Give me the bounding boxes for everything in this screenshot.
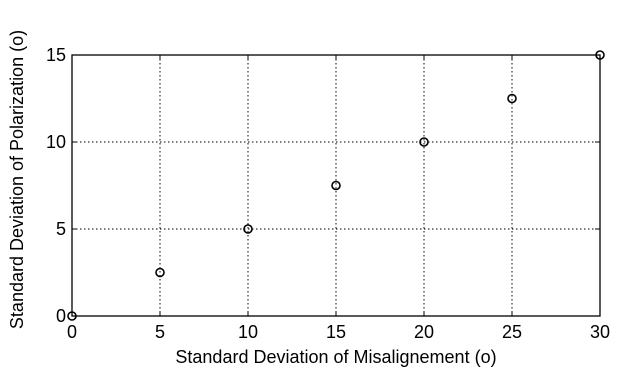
x-tick-label: 30 [590,322,610,342]
y-tick-label: 0 [56,306,66,326]
x-axis-label: Standard Deviation of Misalignement (o) [175,347,496,367]
x-tick-label: 20 [414,322,434,342]
y-tick-label: 15 [46,45,66,65]
data-point [331,180,341,191]
y-tick-label: 5 [56,219,66,239]
data-points [67,50,605,321]
data-point [419,137,429,147]
data-point [507,93,517,104]
data-point [67,311,77,321]
x-tick-label: 25 [502,322,522,342]
x-tick-label: 15 [326,322,346,342]
x-tick-label: 10 [238,322,258,342]
data-point [155,267,165,278]
x-tick-label: 0 [67,322,77,342]
data-point [243,224,253,234]
data-point [595,50,605,60]
plot-area [72,55,600,316]
x-tick-label: 5 [155,322,165,342]
axis-ticks: 0 5 10 15 20 25 30 0 5 10 15 [46,45,610,342]
grid-lines [72,55,600,316]
y-axis-label: Standard Deviation of Polarization (o) [7,30,27,329]
y-tick-label: 10 [46,132,66,152]
